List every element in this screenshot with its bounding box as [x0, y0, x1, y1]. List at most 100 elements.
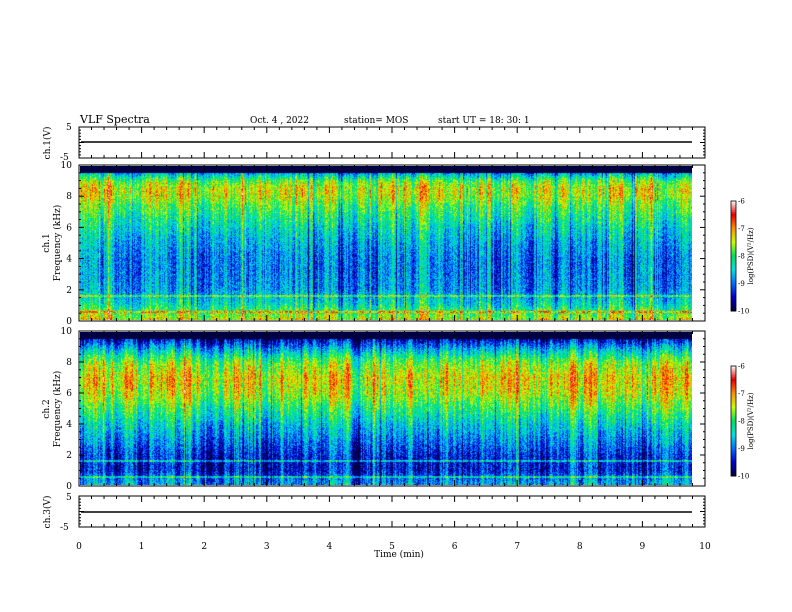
ch1-colorbar-step: [731, 228, 736, 231]
ch1-colorbar-step: [731, 278, 736, 281]
ch2-colorbar-step: [731, 400, 736, 404]
ch2-colorbar-step: [731, 369, 736, 372]
ch2-colorbar-step: [731, 448, 736, 451]
ch1-colorbar-step: [731, 300, 736, 303]
ch3-wave-ytick-bottom: -5: [60, 523, 69, 533]
ch2-colorbar-tick-1: -7: [738, 390, 745, 398]
ch1-colorbar-step: [731, 303, 736, 306]
ch1-spec-ytick-label-0: 0: [66, 317, 72, 327]
x-tick-label-4: 4: [327, 542, 333, 552]
x-tick-label-3: 3: [264, 542, 270, 552]
ch1-colorbar-step: [731, 283, 736, 286]
ch2-colorbar-tick-0: -6: [738, 363, 745, 371]
ch2-colorbar-step: [731, 393, 736, 396]
ch1-colorbar-step: [731, 263, 736, 266]
ch1-colorbar-step: [731, 254, 736, 257]
ch2-spec-ytick-label-4: 8: [66, 358, 72, 368]
ch1-colorbar-step: [731, 221, 736, 224]
ch1-colorbar: -6 -7 -8 -9 -10 log(PSD)(V²/Hz): [730, 198, 755, 316]
ch1-colorbar-step: [731, 217, 736, 220]
ch1-colorbar-step: [731, 241, 736, 244]
ch1-colorbar-step: [731, 265, 736, 268]
ch2-colorbar-step: [731, 377, 736, 380]
x-tick-label-10: 10: [699, 542, 711, 552]
ch1-colorbar-step: [731, 248, 736, 251]
ch2-colorbar-step: [731, 466, 736, 470]
ch2-colorbar-step: [731, 413, 736, 416]
ch2-spec-label: ch.2: [42, 399, 52, 418]
ch1-colorbar-step: [731, 212, 736, 215]
ch1-colorbar-step: [731, 237, 736, 240]
x-tick-label-5: 5: [389, 542, 395, 552]
ch2-colorbar-step: [731, 450, 736, 453]
ch1-colorbar-step: [731, 309, 736, 312]
ch1-colorbar-step: [731, 208, 736, 211]
ch2-spec-ytick-label-0: 0: [66, 482, 72, 492]
ch2-spec-ytick-label-1: 2: [66, 451, 72, 461]
ch2-colorbar-step: [731, 391, 736, 394]
ch1-colorbar-step: [731, 235, 736, 239]
ch1-colorbar-step: [731, 210, 736, 213]
ch2-colorbar-step: [731, 470, 736, 473]
ch2-colorbar-step: [731, 432, 736, 435]
ch2-colorbar-step: [731, 437, 736, 440]
ch1-colorbar-step: [731, 292, 736, 295]
ch1-spec-ytick-label-5: 10: [61, 161, 73, 171]
ch1-colorbar-step: [731, 259, 736, 262]
date-label: Oct. 4 , 2022: [250, 116, 309, 126]
ch1-colorbar-tick-2: -8: [738, 253, 745, 261]
ch1-colorbar-step: [731, 224, 736, 228]
ch1-colorbar-step: [731, 307, 736, 310]
ch1-spec-ytick-label-3: 6: [66, 223, 72, 233]
ch1-spec-label: ch.1: [42, 233, 52, 252]
ch1-colorbar-tick-4: -10: [738, 308, 749, 316]
ch2-colorbar-step: [731, 411, 736, 415]
ch2-colorbar-step: [731, 444, 736, 448]
x-tick-label-7: 7: [514, 542, 520, 552]
x-tick-label-8: 8: [577, 542, 583, 552]
ch2-spec-ytick-label-5: 10: [61, 327, 73, 337]
ch1-colorbar-step: [731, 276, 736, 279]
ch2-colorbar-step: [731, 457, 736, 460]
ch2-colorbar-step: [731, 465, 736, 468]
ch2-colorbar-step: [731, 410, 736, 413]
ch1-spectrogram-axis: 0 2 4 6 8 10: [61, 161, 705, 327]
ch1-wave-ytick-top: 5: [66, 123, 72, 133]
ch2-colorbar-step: [731, 415, 736, 418]
ch2-colorbar-step: [731, 446, 736, 449]
ch2-colorbar-step: [731, 402, 736, 405]
ch2-colorbar: -6 -7 -8 -9 -10 log(PSD)(V²/Hz): [730, 363, 755, 481]
ch2-colorbar-step: [731, 441, 736, 444]
ch1-colorbar-label: log(PSD)(V²/Hz): [747, 227, 755, 284]
ch1-frequency-label: Frequency (kHz): [52, 205, 63, 282]
ch1-spec-ytick-label-1: 2: [66, 286, 72, 296]
ch1-colorbar-step: [731, 290, 736, 294]
ch2-colorbar-step: [731, 384, 736, 387]
ch2-colorbar-step: [731, 375, 736, 378]
ch2-colorbar-step: [731, 454, 736, 457]
ch2-spec-ytick-label-2: 4: [66, 420, 72, 430]
ch1-colorbar-step: [731, 298, 736, 301]
ch2-colorbar-step: [731, 422, 736, 426]
ch2-colorbar-step: [731, 366, 736, 369]
ch2-colorbar-step: [731, 430, 736, 433]
ch2-colorbar-frame: [730, 365, 737, 477]
ch1-colorbar-step: [731, 287, 736, 290]
ch1-colorbar-step: [731, 246, 736, 250]
ch1-colorbar-step: [731, 215, 736, 218]
ch1-spec-ytick-label-2: 4: [66, 255, 72, 265]
start-time-label: start UT = 18: 30: 1: [438, 116, 530, 126]
ch2-colorbar-tick-4: -10: [738, 473, 749, 481]
ch1-colorbar-step: [731, 226, 736, 229]
ch1-colorbar-step: [731, 239, 736, 242]
ch2-colorbar-step: [731, 439, 736, 442]
ch2-spectrogram-image: [80, 332, 692, 485]
ch1-colorbar-step: [731, 252, 736, 255]
ch1-colorbar-step: [731, 301, 736, 305]
ch2-colorbar-step: [731, 399, 736, 402]
ch2-colorbar-step: [731, 388, 736, 391]
ch2-colorbar-step: [731, 463, 736, 466]
ch1-colorbar-step: [731, 285, 736, 288]
ch1-colorbar-step: [731, 223, 736, 226]
